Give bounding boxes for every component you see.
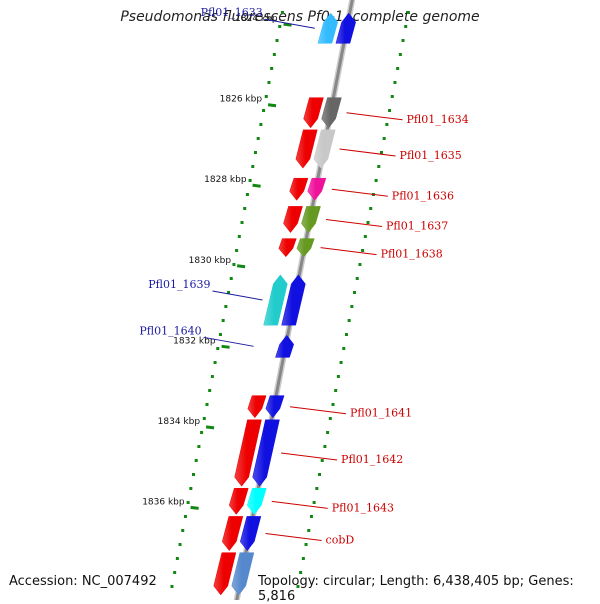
label-leader: [203, 336, 254, 347]
gene-arrow[interactable]: [301, 206, 321, 233]
gene-arrow[interactable]: [307, 177, 327, 201]
gene-arrow[interactable]: [213, 552, 237, 596]
label-leader: [212, 290, 263, 301]
label-leader: [325, 218, 383, 227]
gene-label[interactable]: Pfl01_1640: [139, 324, 201, 337]
gene-arrow[interactable]: [296, 238, 315, 258]
gene-arrow[interactable]: [263, 274, 288, 326]
tick-mark: [267, 103, 277, 108]
gene-label[interactable]: Pfl01_1638: [381, 248, 443, 261]
gene-arrow[interactable]: [303, 97, 324, 129]
tick-layer: 1824 kbp 1826 kbp 1828 kbp 1830 kbp 1832 kbp…: [142, 14, 292, 510]
accession-label: Accession: NC_007492: [9, 574, 157, 589]
gene-arrow[interactable]: [221, 516, 244, 552]
gene-arrow[interactable]: [234, 419, 262, 487]
label-leader: [271, 500, 328, 509]
gene-arrow[interactable]: [321, 97, 342, 129]
tick-mark: [221, 344, 230, 349]
gene-arrow[interactable]: [239, 516, 262, 552]
tick-mark: [190, 505, 199, 510]
genome-title: Pseudomonas fluorescens Pf0-1, complete …: [120, 9, 480, 25]
tick-mark: [236, 264, 246, 269]
gene-layer: [213, 12, 356, 596]
gene-label[interactable]: Pfl01_1642: [341, 453, 403, 466]
gene-label[interactable]: Pfl01_1636: [392, 189, 454, 202]
gene-arrow[interactable]: [335, 12, 356, 44]
gene-arrow[interactable]: [283, 206, 303, 233]
label-leader: [346, 112, 403, 121]
tick-label: 1836 kbp: [142, 497, 185, 507]
gene-label[interactable]: Pfl01_1639: [148, 278, 210, 291]
label-leader: [320, 247, 377, 256]
label-layer: Pfl01_1633 Pfl01_1634 Pfl01_1635 Pfl01_1636…: [139, 6, 468, 546]
gene-label[interactable]: Pfl01_1643: [332, 501, 394, 514]
label-leader: [331, 188, 388, 197]
gene-arrow[interactable]: [295, 129, 318, 169]
dotted-guides: [170, 11, 410, 588]
gene-arrow[interactable]: [281, 274, 306, 326]
tick-mark: [283, 22, 292, 27]
label-leader: [289, 406, 347, 415]
tick-mark: [252, 183, 261, 188]
gene-arrow[interactable]: [313, 129, 336, 169]
tick-label: 1824 kbp: [235, 14, 278, 24]
gene-arrow[interactable]: [317, 12, 338, 44]
gene-label[interactable]: Pfl01_1637: [386, 219, 448, 232]
gene-label[interactable]: Pfl01_1634: [407, 113, 469, 126]
gene-arrow[interactable]: [246, 487, 267, 515]
label-leader: [265, 533, 322, 542]
label-leader: [264, 18, 315, 29]
gene-label[interactable]: Pfl01_1635: [400, 149, 462, 162]
tick-label: 1826 kbp: [220, 95, 263, 105]
gene-arrow[interactable]: [231, 552, 255, 596]
gene-arrow[interactable]: [278, 238, 297, 258]
label-leader: [339, 148, 396, 157]
gene-label[interactable]: Pfl01_1633: [201, 6, 263, 19]
gene-label[interactable]: cobD: [326, 534, 355, 547]
tick-label: 1832 kbp: [173, 336, 216, 346]
gene-arrow[interactable]: [265, 395, 285, 419]
label-leader: [280, 452, 338, 461]
gene-arrow[interactable]: [252, 419, 280, 487]
gene-arrow[interactable]: [289, 177, 309, 201]
tick-label: 1828 kbp: [204, 175, 247, 185]
gene-arrow[interactable]: [275, 334, 295, 358]
tick-mark: [205, 425, 215, 430]
gene-label[interactable]: Pfl01_1641: [350, 407, 412, 420]
gene-arrow[interactable]: [228, 487, 249, 515]
tick-label: 1834 kbp: [158, 417, 201, 427]
gene-arrow[interactable]: [247, 395, 267, 419]
tick-label: 1830 kbp: [189, 256, 232, 266]
